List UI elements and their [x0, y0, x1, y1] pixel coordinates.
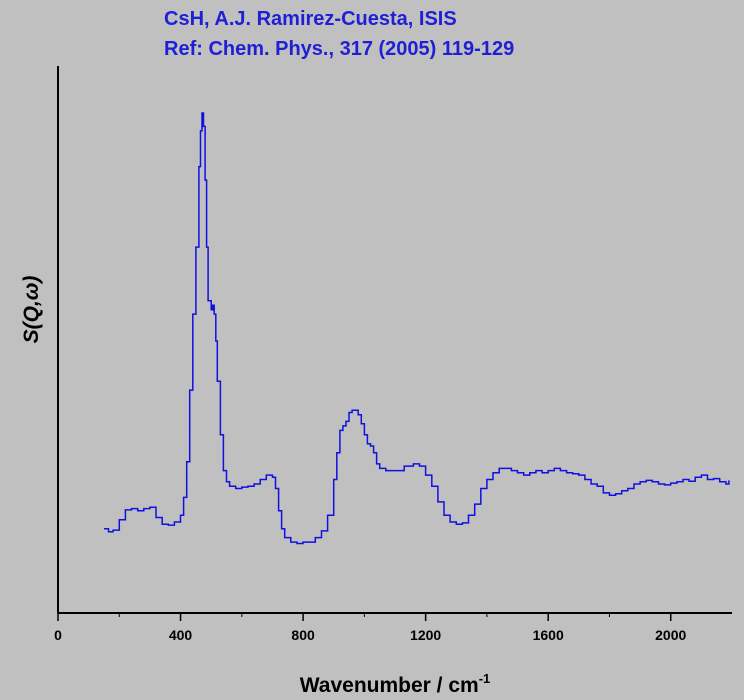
- chart-title-line2: Ref: Chem. Phys., 317 (2005) 119-129: [164, 38, 515, 60]
- x-tick-label: 0: [54, 627, 62, 643]
- x-axis-label-superscript: -1: [479, 671, 491, 686]
- x-tick-label: 1200: [410, 627, 441, 643]
- x-tick-label: 2000: [655, 627, 686, 643]
- x-axis-label: Wavenumber / cm-1: [300, 671, 491, 697]
- spectrum-line: [104, 112, 730, 545]
- x-tick-label: 1600: [533, 627, 564, 643]
- x-ticks: 0 400 800 1200 1600 2000: [54, 613, 687, 643]
- y-axis-label: S(Q,ω): [20, 276, 43, 344]
- x-tick-label: 400: [169, 627, 193, 643]
- x-tick-label: 800: [291, 627, 315, 643]
- x-axis-label-text: Wavenumber / cm: [300, 674, 479, 697]
- chart-title-line1: CsH, A.J. Ramirez-Cuesta, ISIS: [164, 8, 457, 30]
